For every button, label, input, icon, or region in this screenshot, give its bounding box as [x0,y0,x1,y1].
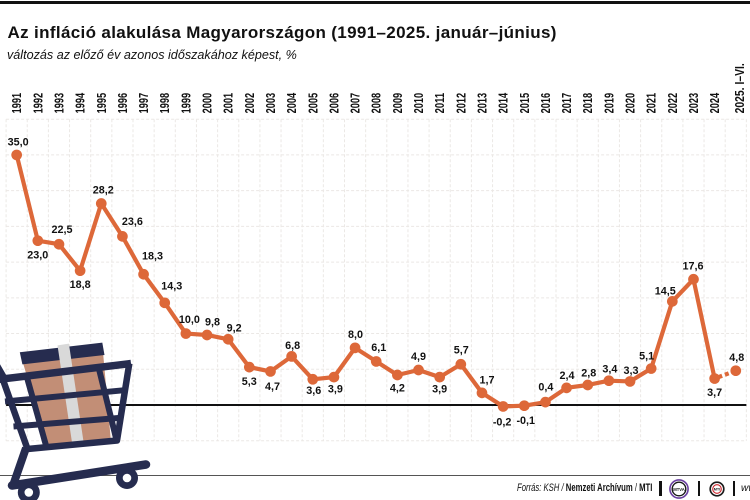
svg-text:2008: 2008 [370,93,384,114]
svg-text:14,5: 14,5 [655,285,676,297]
svg-text:9,8: 9,8 [205,316,220,328]
svg-text:18,8: 18,8 [70,279,91,291]
svg-text:-0,2: -0,2 [493,416,512,428]
svg-text:2009: 2009 [391,93,405,114]
svg-text:2006: 2006 [327,93,341,114]
svg-text:2021: 2021 [645,93,659,114]
svg-text:0,4: 0,4 [538,382,553,394]
svg-text:35,0: 35,0 [8,136,29,148]
svg-text:3,7: 3,7 [707,387,722,399]
svg-text:2004: 2004 [285,93,299,114]
svg-text:2018: 2018 [581,93,595,114]
svg-text:3,4: 3,4 [602,364,617,376]
svg-text:2003: 2003 [264,93,278,114]
svg-text:5,3: 5,3 [242,376,257,388]
svg-text:2011: 2011 [433,93,447,114]
svg-text:23,6: 23,6 [122,216,143,228]
svg-text:4,2: 4,2 [390,382,405,394]
svg-text:2016: 2016 [539,93,553,114]
svg-text:1991: 1991 [10,93,24,114]
svg-text:2007: 2007 [349,93,363,114]
svg-text:3,9: 3,9 [328,384,343,396]
svg-text:2005: 2005 [306,93,320,114]
svg-text:1992: 1992 [31,93,45,114]
svg-text:1996: 1996 [116,93,130,114]
svg-text:3,3: 3,3 [624,365,639,377]
svg-text:22,5: 22,5 [51,224,72,236]
svg-text:2,8: 2,8 [581,367,596,379]
svg-text:2000: 2000 [201,93,215,114]
svg-text:4,8: 4,8 [729,352,744,364]
svg-text:1998: 1998 [158,93,172,114]
svg-text:18,3: 18,3 [142,251,163,263]
svg-text:1995: 1995 [95,93,109,114]
svg-text:-0,1: -0,1 [516,415,535,427]
svg-text:2014: 2014 [497,93,511,114]
svg-text:2019: 2019 [602,93,616,114]
svg-text:2010: 2010 [412,93,426,114]
svg-text:MTI: MTI [713,488,720,492]
svg-text:2001: 2001 [222,93,236,114]
svg-text:2013: 2013 [475,93,489,114]
svg-text:2024: 2024 [708,93,722,114]
svg-text:14,3: 14,3 [161,281,182,293]
svg-text:1999: 1999 [179,93,193,114]
svg-text:9,2: 9,2 [227,323,242,335]
svg-text:2023: 2023 [687,93,701,114]
svg-text:10,0: 10,0 [179,314,200,326]
svg-text:2012: 2012 [454,93,468,114]
svg-text:17,6: 17,6 [682,261,703,273]
svg-text:1997: 1997 [137,93,151,114]
svg-text:2025. I–VI.: 2025. I–VI. [733,63,747,113]
svg-text:2015: 2015 [518,93,532,114]
svg-text:23,0: 23,0 [27,250,48,262]
svg-text:2002: 2002 [243,93,257,114]
svg-text:8,0: 8,0 [348,329,363,341]
svg-text:4,7: 4,7 [265,381,280,393]
svg-text:2017: 2017 [560,93,574,114]
svg-text:1993: 1993 [52,93,66,114]
svg-text:5,7: 5,7 [454,345,469,357]
svg-text:2,4: 2,4 [560,370,575,382]
svg-text:3,9: 3,9 [432,384,447,396]
svg-text:28,2: 28,2 [93,184,114,196]
svg-text:MTVA: MTVA [673,486,685,491]
svg-text:3,6: 3,6 [306,385,321,397]
svg-text:1994: 1994 [74,93,88,114]
svg-text:6,8: 6,8 [285,340,300,352]
svg-text:2022: 2022 [666,93,680,114]
svg-text:2020: 2020 [624,93,638,114]
svg-text:5,1: 5,1 [639,350,654,362]
svg-text:1,7: 1,7 [479,374,494,386]
svg-text:4,9: 4,9 [411,351,426,363]
svg-text:6,1: 6,1 [371,342,386,354]
